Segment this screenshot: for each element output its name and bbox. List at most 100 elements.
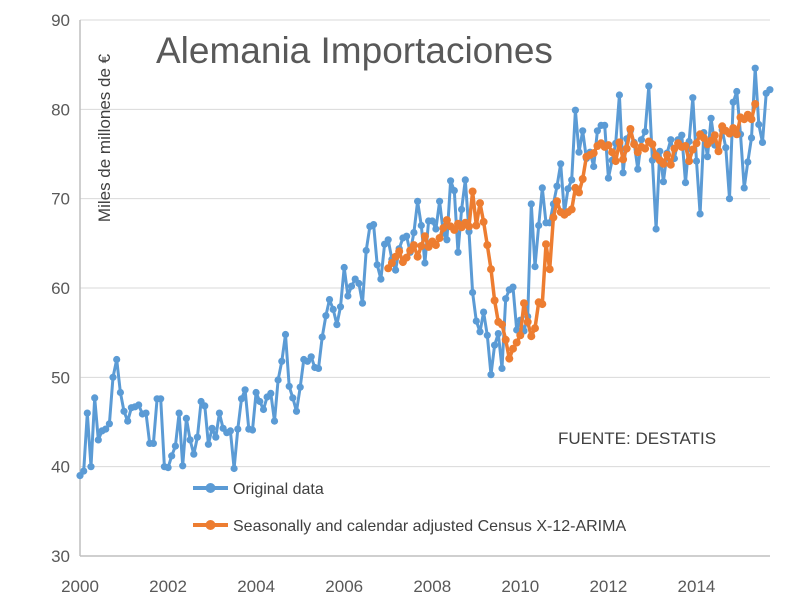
data-point: [340, 263, 348, 272]
data-point: [498, 364, 506, 372]
data-point: [630, 140, 639, 149]
data-point: [384, 236, 392, 244]
data-point: [689, 94, 697, 102]
data-point: [135, 401, 143, 409]
data-point: [421, 259, 429, 267]
data-point: [402, 253, 411, 262]
data-point: [336, 303, 345, 311]
data-point: [722, 144, 730, 152]
data-point: [149, 439, 157, 447]
data-point: [274, 376, 282, 384]
data-point: [204, 440, 212, 448]
data-point: [241, 386, 249, 394]
data-point: [157, 395, 165, 403]
data-point: [681, 179, 690, 187]
data-point: [435, 234, 444, 242]
legend-swatch-original-marker: [205, 483, 216, 493]
data-point: [520, 299, 528, 308]
data-point: [124, 417, 132, 425]
data-point: [732, 130, 741, 139]
data-point: [259, 405, 268, 414]
legend-swatch-adjusted-marker: [205, 520, 216, 530]
data-point: [758, 138, 767, 146]
data-point: [501, 335, 510, 344]
y-tick-label: 30: [51, 547, 70, 566]
x-tick-label: 2010: [501, 577, 539, 596]
source-note: FUENTE: DESTATIS: [558, 429, 716, 448]
data-point: [472, 221, 481, 230]
data-point: [589, 149, 598, 158]
data-point: [179, 462, 187, 470]
data-point: [619, 155, 628, 164]
data-point: [527, 200, 535, 208]
data-point: [410, 229, 418, 237]
data-point: [645, 82, 653, 90]
data-point: [523, 317, 532, 326]
data-point: [476, 199, 484, 208]
data-point: [733, 87, 741, 96]
data-point: [641, 128, 649, 136]
data-point: [428, 217, 436, 225]
data-point: [80, 467, 88, 475]
legend: Original data Seasonally and calendar ad…: [193, 481, 626, 535]
data-point: [256, 397, 264, 406]
data-point: [447, 177, 455, 185]
data-point: [479, 217, 488, 226]
data-point: [538, 300, 547, 309]
data-point: [142, 409, 150, 417]
data-point: [659, 178, 668, 186]
data-point: [91, 394, 99, 402]
data-point: [553, 197, 561, 206]
y-tick-label: 50: [51, 368, 70, 387]
data-point: [322, 312, 330, 320]
data-point: [270, 417, 279, 425]
data-point: [186, 436, 194, 444]
data-point: [94, 436, 102, 444]
data-point: [120, 407, 128, 415]
data-point: [344, 292, 352, 300]
data-point: [370, 221, 378, 229]
data-point: [230, 464, 238, 473]
data-series: [76, 64, 774, 480]
data-point: [377, 275, 385, 283]
data-point: [652, 225, 660, 233]
data-point: [641, 144, 650, 153]
data-point: [707, 114, 715, 122]
data-point: [729, 98, 737, 106]
data-point: [465, 222, 473, 231]
data-point: [512, 338, 521, 347]
data-point: [575, 148, 583, 156]
data-point: [468, 187, 477, 196]
data-point: [692, 157, 701, 165]
data-point: [567, 205, 576, 214]
data-point: [234, 425, 242, 433]
data-point: [626, 125, 635, 133]
data-point: [182, 414, 190, 422]
series-adjusted: [384, 100, 760, 363]
data-point: [472, 317, 480, 325]
data-point: [538, 184, 546, 192]
data-point: [699, 133, 708, 142]
data-point: [285, 382, 293, 390]
data-point: [329, 305, 337, 313]
data-point: [710, 131, 719, 140]
chart-title: Alemania Importaciones: [156, 30, 553, 71]
data-point: [212, 433, 220, 441]
data-point: [105, 420, 113, 428]
data-point: [164, 464, 172, 472]
data-point: [267, 389, 275, 397]
data-point: [387, 259, 396, 267]
series-line: [78, 66, 771, 477]
data-point: [564, 185, 572, 193]
data-point: [571, 106, 580, 114]
data-point: [454, 248, 462, 256]
data-point: [358, 299, 367, 307]
data-point: [579, 127, 587, 135]
x-tick-labels: 2000 2002 2004 2006 2008 2010 2012 2014: [61, 577, 715, 596]
data-point: [325, 296, 334, 304]
data-point: [703, 153, 712, 161]
data-point: [696, 210, 704, 218]
x-tick-label: 2008: [413, 577, 451, 596]
data-point: [549, 213, 558, 222]
data-point: [442, 216, 451, 225]
